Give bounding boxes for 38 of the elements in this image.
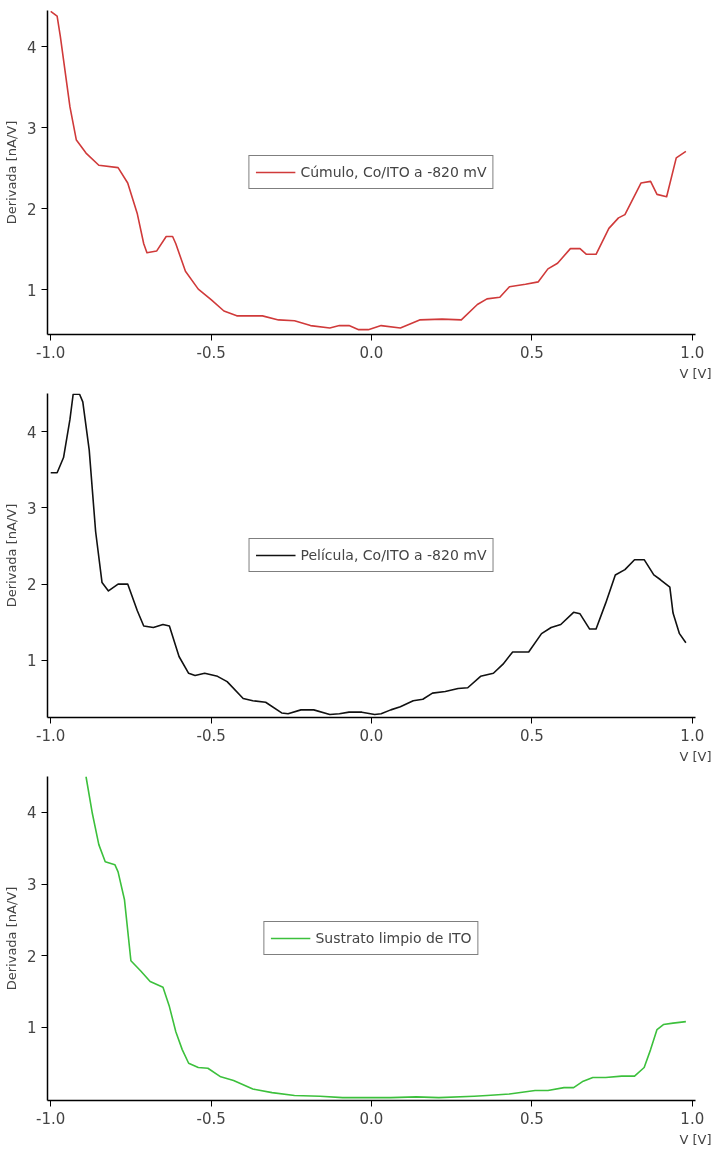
y-tick-label: 2 — [26, 200, 37, 219]
x-tick-label: 1.0 — [680, 726, 705, 745]
line-series — [85, 776, 687, 1099]
y-tick-label: 4 — [26, 804, 37, 823]
y-tick-label: 1 — [26, 652, 37, 671]
x-tick-label: -0.5 — [196, 1109, 226, 1128]
x-axis-title: V [V] — [679, 748, 712, 764]
x-tick-label: -0.5 — [196, 343, 226, 362]
legend-label: Película, Co/ITO a -820 mV — [300, 547, 487, 563]
y-tick-label: 4 — [26, 423, 37, 442]
x-tick-label: -1.0 — [36, 343, 66, 362]
x-tick-label: 1.0 — [680, 1109, 705, 1128]
x-tick-label: -0.5 — [196, 726, 226, 745]
legend-label: Sustrato limpio de ITO — [315, 930, 472, 946]
y-tick-label: 2 — [26, 947, 37, 966]
legend-label: Cúmulo, Co/ITO a -820 mV — [300, 164, 487, 180]
x-axis-title: V [V] — [679, 365, 712, 381]
y-tick-label: 3 — [26, 119, 37, 138]
y-tick-label: 1 — [26, 1019, 37, 1038]
y-axis-title: Derivada [nA/V] — [3, 503, 19, 608]
y-tick-label: 1 — [26, 281, 37, 300]
x-tick-label: 0.0 — [359, 343, 384, 362]
x-tick-label: 0.0 — [359, 726, 384, 745]
y-axis-title: Derivada [nA/V] — [3, 886, 19, 991]
x-axis-title: V [V] — [679, 1131, 712, 1147]
x-tick-label: 0.0 — [359, 1109, 384, 1128]
y-tick-label: 4 — [26, 38, 37, 57]
x-tick-label: -1.0 — [36, 726, 66, 745]
line-series — [49, 10, 687, 331]
y-tick-label: 3 — [26, 876, 37, 895]
y-tick-label: 3 — [26, 499, 37, 518]
y-axis-title: Derivada [nA/V] — [3, 120, 19, 225]
x-tick-label: -1.0 — [36, 1109, 66, 1128]
x-tick-label: 0.5 — [519, 726, 544, 745]
x-tick-label: 0.5 — [519, 1109, 544, 1128]
y-tick-label: 2 — [26, 576, 37, 595]
x-tick-label: 1.0 — [680, 343, 705, 362]
x-tick-label: 0.5 — [519, 343, 544, 362]
